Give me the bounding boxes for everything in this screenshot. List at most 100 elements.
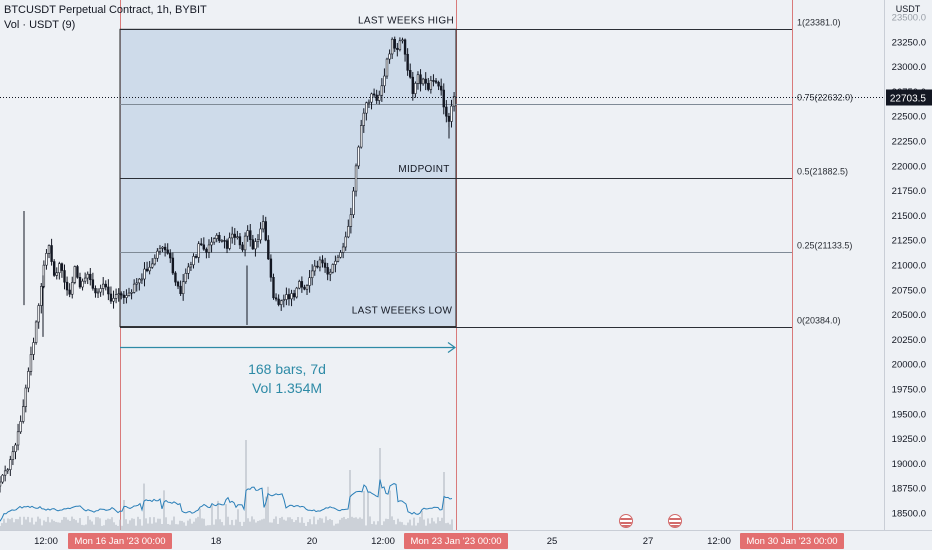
candle-body[interactable] xyxy=(117,293,120,295)
candle-body[interactable] xyxy=(91,279,95,289)
candle-body[interactable] xyxy=(171,257,175,274)
candle-body[interactable] xyxy=(246,230,249,237)
candle-body[interactable] xyxy=(354,165,358,192)
candle-body[interactable] xyxy=(96,291,100,294)
candle-body[interactable] xyxy=(290,293,293,300)
candle-body[interactable] xyxy=(22,406,25,422)
candle-body[interactable] xyxy=(174,272,177,283)
candle-body[interactable] xyxy=(259,228,262,241)
candle-body[interactable] xyxy=(218,235,221,241)
candle-body[interactable] xyxy=(241,244,244,251)
candle-body[interactable] xyxy=(19,421,22,433)
candle-body[interactable] xyxy=(99,288,102,293)
candle-body[interactable] xyxy=(45,253,48,266)
candle-body[interactable] xyxy=(73,266,77,283)
candle-body[interactable] xyxy=(200,243,203,246)
candle-body[interactable] xyxy=(215,235,218,240)
symbol-legend[interactable]: BTCUSDT Perpetual Contract, 1h, BYBIT xyxy=(4,4,207,16)
candle-body[interactable] xyxy=(166,249,169,254)
candle-body[interactable] xyxy=(383,75,386,87)
candle-body[interactable] xyxy=(357,146,360,167)
candle-body[interactable] xyxy=(151,263,154,268)
candle-body[interactable] xyxy=(326,267,329,275)
candle-body[interactable] xyxy=(212,238,216,243)
candle-body[interactable] xyxy=(414,83,417,94)
candle-body[interactable] xyxy=(450,105,453,122)
candle-body[interactable] xyxy=(202,244,206,250)
candle-body[interactable] xyxy=(362,112,365,126)
candle-body[interactable] xyxy=(83,277,87,282)
candle-body[interactable] xyxy=(249,230,252,240)
candle-body[interactable] xyxy=(329,271,332,275)
candle-body[interactable] xyxy=(409,70,412,78)
candle-body[interactable] xyxy=(189,264,193,268)
candle-body[interactable] xyxy=(256,239,260,242)
candle-body[interactable] xyxy=(318,259,322,268)
candle-body[interactable] xyxy=(158,248,162,252)
candle-body[interactable] xyxy=(393,38,396,49)
candle-body[interactable] xyxy=(135,282,138,285)
candle-body[interactable] xyxy=(145,268,149,272)
candle-body[interactable] xyxy=(261,221,265,230)
candle-body[interactable] xyxy=(336,256,340,262)
candle-body[interactable] xyxy=(192,256,195,266)
candle-body[interactable] xyxy=(40,286,43,306)
candle-body[interactable] xyxy=(236,236,239,238)
candle-body[interactable] xyxy=(112,297,115,302)
candle-body[interactable] xyxy=(424,78,427,84)
candle-body[interactable] xyxy=(243,235,247,251)
candle-body[interactable] xyxy=(231,233,234,239)
candle-body[interactable] xyxy=(47,245,51,254)
candle-body[interactable] xyxy=(452,96,456,107)
candle-body[interactable] xyxy=(225,240,229,249)
candle-body[interactable] xyxy=(63,270,66,283)
candle-body[interactable] xyxy=(187,266,190,274)
candle-body[interactable] xyxy=(359,125,363,148)
candle-body[interactable] xyxy=(132,283,136,293)
candle-body[interactable] xyxy=(385,58,389,77)
candle-body[interactable] xyxy=(295,287,298,298)
candle-body[interactable] xyxy=(161,246,164,249)
candle-body[interactable] xyxy=(310,270,314,279)
candle-body[interactable] xyxy=(143,268,146,280)
candle-body[interactable] xyxy=(104,283,107,288)
candle-body[interactable] xyxy=(107,286,110,295)
candle-body[interactable] xyxy=(349,214,353,227)
candle-body[interactable] xyxy=(432,80,435,82)
candle-body[interactable] xyxy=(32,342,35,355)
candle-body[interactable] xyxy=(375,94,378,101)
candle-body[interactable] xyxy=(68,289,71,295)
candle-body[interactable] xyxy=(11,451,15,460)
candle-body[interactable] xyxy=(55,272,58,276)
candle-body[interactable] xyxy=(280,300,283,305)
candle-body[interactable] xyxy=(78,276,82,288)
candle-body[interactable] xyxy=(130,291,133,294)
candle-body[interactable] xyxy=(427,82,430,90)
candle-body[interactable] xyxy=(370,93,373,103)
candle-body[interactable] xyxy=(210,241,213,246)
candle-body[interactable] xyxy=(94,288,97,294)
candle-body[interactable] xyxy=(274,297,278,300)
candle-body[interactable] xyxy=(120,293,123,296)
candle-body[interactable] xyxy=(316,265,319,268)
candle-body[interactable] xyxy=(58,263,61,274)
candle-body[interactable] xyxy=(339,252,342,258)
candle-body[interactable] xyxy=(439,85,443,91)
candle-body[interactable] xyxy=(16,431,20,446)
candle-body[interactable] xyxy=(179,285,182,294)
candle-body[interactable] xyxy=(305,285,309,290)
candle-body[interactable] xyxy=(140,278,144,281)
candle-body[interactable] xyxy=(334,260,337,265)
candle-body[interactable] xyxy=(323,262,327,268)
candle-body[interactable] xyxy=(86,273,89,279)
price-axis[interactable] xyxy=(884,0,932,530)
candle-body[interactable] xyxy=(127,292,131,296)
candle-body[interactable] xyxy=(264,221,267,241)
candle-body[interactable] xyxy=(282,299,285,302)
candle-body[interactable] xyxy=(388,53,391,60)
candle-body[interactable] xyxy=(419,74,422,85)
candle-body[interactable] xyxy=(277,298,280,305)
candle-body[interactable] xyxy=(81,280,84,288)
candle-body[interactable] xyxy=(76,266,79,278)
candle-body[interactable] xyxy=(380,85,384,96)
